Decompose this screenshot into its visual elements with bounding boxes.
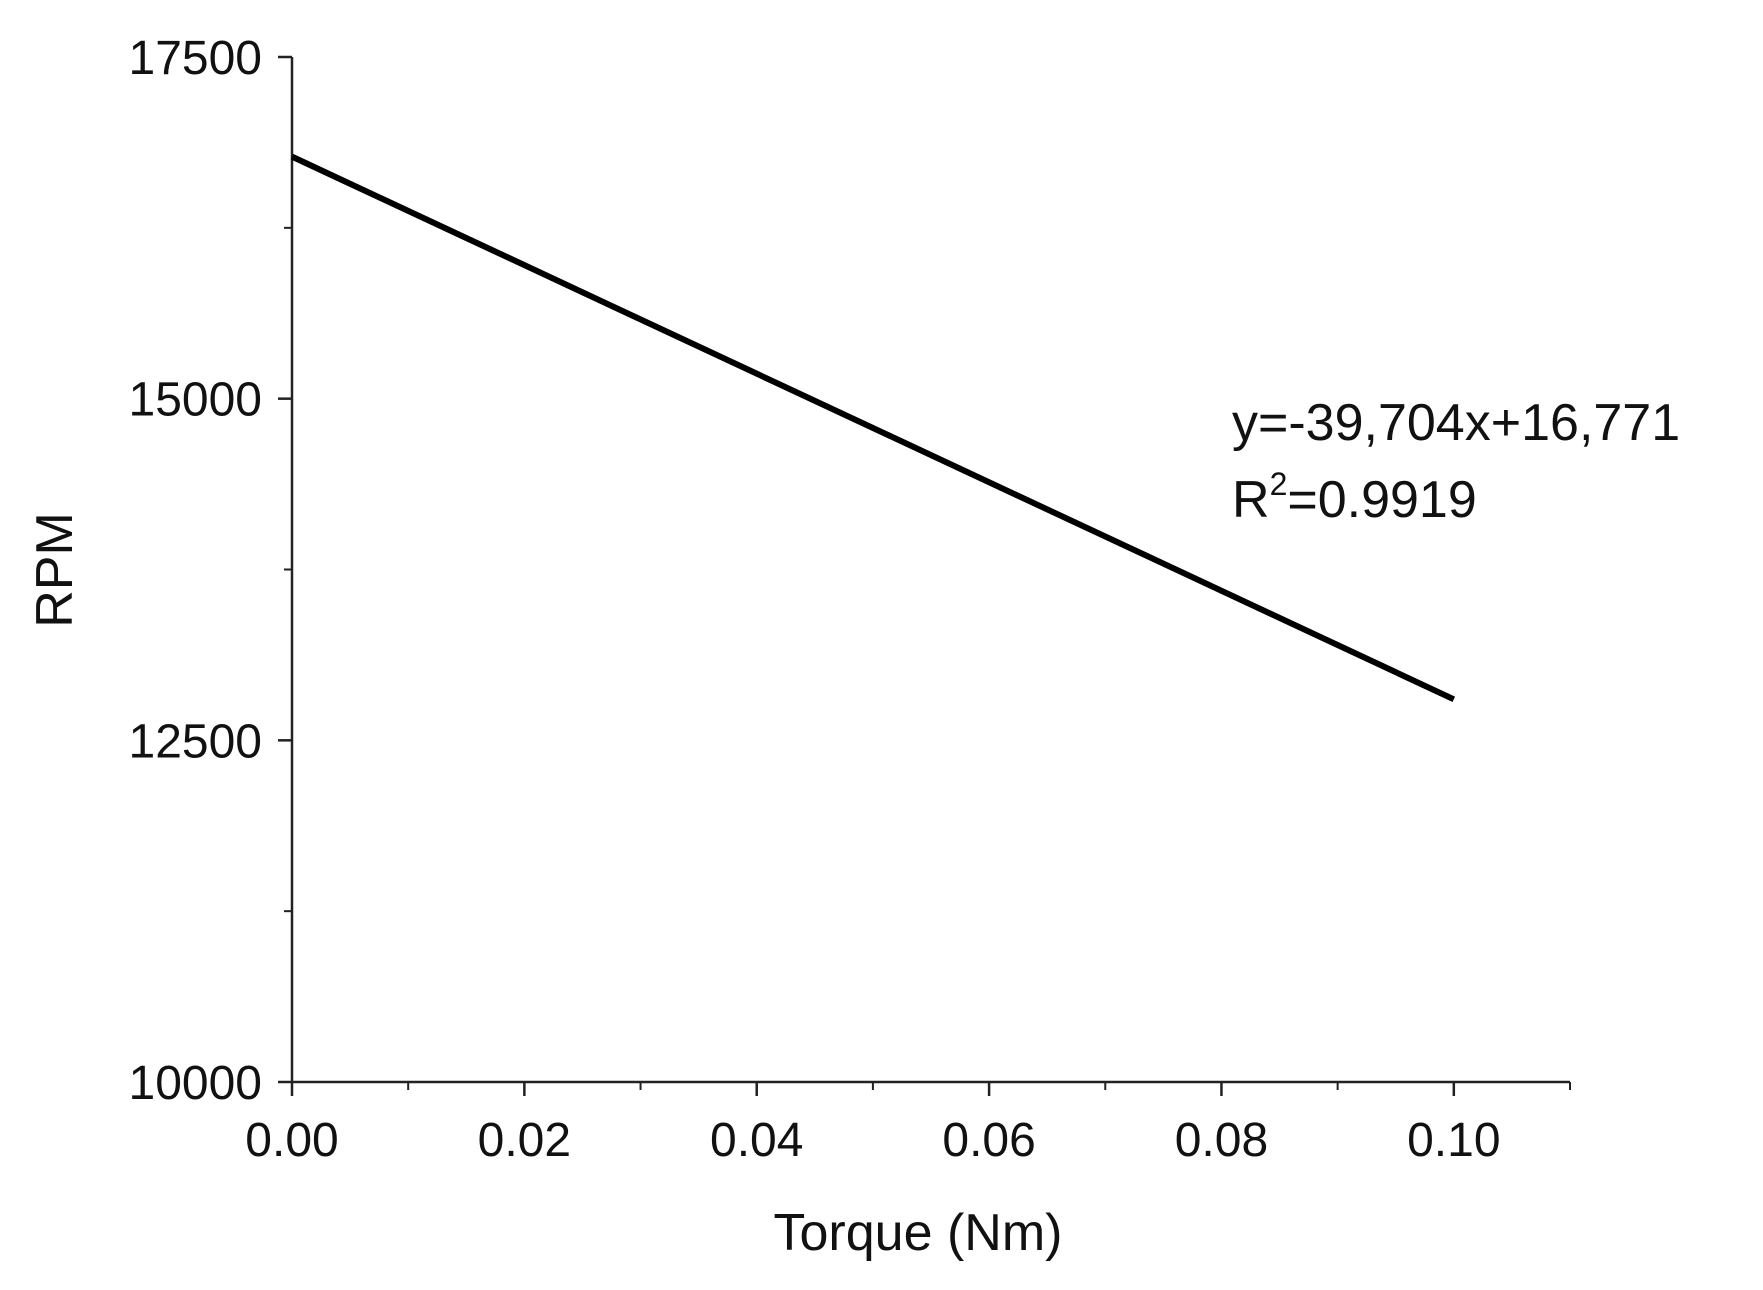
x-tick-label: 0.02: [478, 1114, 571, 1167]
y-tick-label: 17500: [129, 32, 262, 85]
series-layer: [290, 153, 1456, 703]
fit-line: [290, 153, 1456, 703]
labels-layer: Torque (Nm) RPM y=-39,704x+16,771 R2=0.9…: [26, 394, 1680, 1262]
r2-value: =0.9919: [1287, 471, 1476, 529]
y-axis-label: RPM: [26, 512, 84, 628]
r2-prefix: R: [1232, 471, 1270, 529]
x-tick-label: 0.04: [710, 1114, 803, 1167]
axes-layer: 0.00 0.02 0.04 0.06 0.08 0.10 10000 12500 15000 1…: [129, 32, 1571, 1167]
x-tick-label: 0.08: [1175, 1114, 1268, 1167]
x-tick-label: 0.10: [1407, 1114, 1500, 1167]
x-axis-label: Torque (Nm): [774, 1204, 1063, 1262]
r2-superscript: 2: [1270, 466, 1288, 502]
r2-annotation: R2=0.9919: [1232, 466, 1477, 529]
x-tick-label: 0.00: [245, 1114, 338, 1167]
x-tick-label: 0.06: [942, 1114, 1035, 1167]
equation-annotation: y=-39,704x+16,771: [1232, 394, 1680, 452]
y-tick-label: 12500: [129, 715, 262, 768]
y-tick-label: 15000: [129, 374, 262, 427]
y-tick-label: 10000: [129, 1057, 262, 1110]
